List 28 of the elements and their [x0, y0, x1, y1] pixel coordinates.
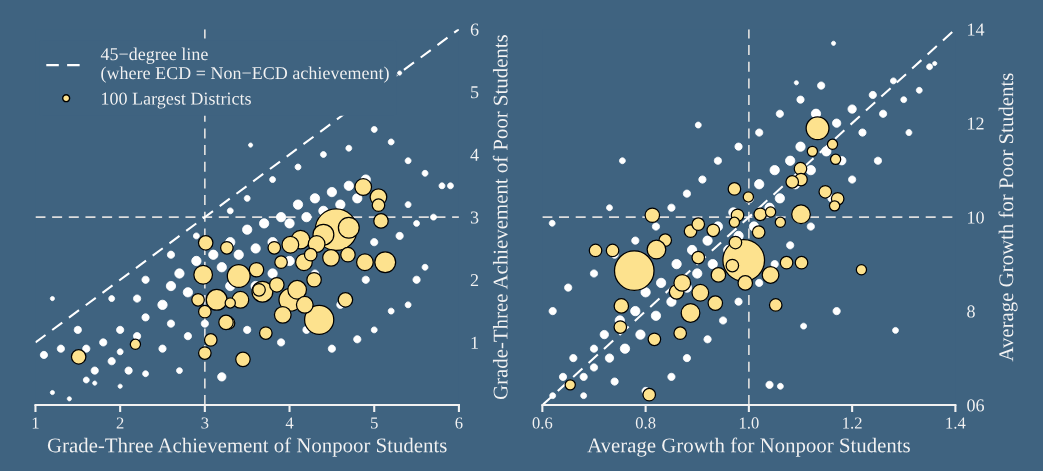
x-tick-label: 1.0 — [739, 417, 759, 429]
x-axis-title: Grade-Three Achievement of Nonpoor Students — [47, 437, 447, 457]
legend-label: 45−degree line (where ECD = Non−ECD achievement) — [100, 47, 389, 83]
y-tick-label: 12 — [968, 117, 984, 130]
x-tick-label: 5 — [371, 417, 378, 429]
y-tick-label: 2 — [470, 274, 479, 287]
legend-label: 100 Largest Districts — [102, 92, 251, 109]
y-axis-title: Average Growth for Poor Students — [998, 73, 1018, 362]
x-tick-label: 0.6 — [532, 417, 553, 429]
y-axis-title: Grade-Three Achievement of Poor Students — [492, 35, 508, 400]
y-tick-label: 06 — [967, 399, 985, 412]
y-tick-label: 1 — [471, 336, 478, 349]
x-tick-label: 1 — [32, 417, 39, 429]
y-tick-label: 5 — [471, 86, 479, 99]
x-tick-label: 0.8 — [635, 417, 656, 429]
y-tick-label: 4 — [470, 148, 479, 161]
x-tick-label: 1.4 — [946, 417, 966, 429]
x-tick-label: 4 — [285, 417, 294, 429]
y-tick-label: 8 — [967, 305, 975, 318]
y-tick-label: 6 — [470, 23, 479, 36]
x-tick-label: 3 — [201, 417, 209, 429]
y-tick-label: 3 — [470, 211, 479, 224]
x-axis-title: Average Growth for Nonpoor Students — [587, 437, 910, 457]
y-tick-label: 14 — [968, 23, 985, 36]
x-tick-label: 2 — [116, 417, 124, 429]
y-tick-label: 10 — [968, 211, 984, 224]
x-tick-label: 1.2 — [843, 417, 862, 429]
x-tick-label: 6 — [455, 417, 463, 429]
